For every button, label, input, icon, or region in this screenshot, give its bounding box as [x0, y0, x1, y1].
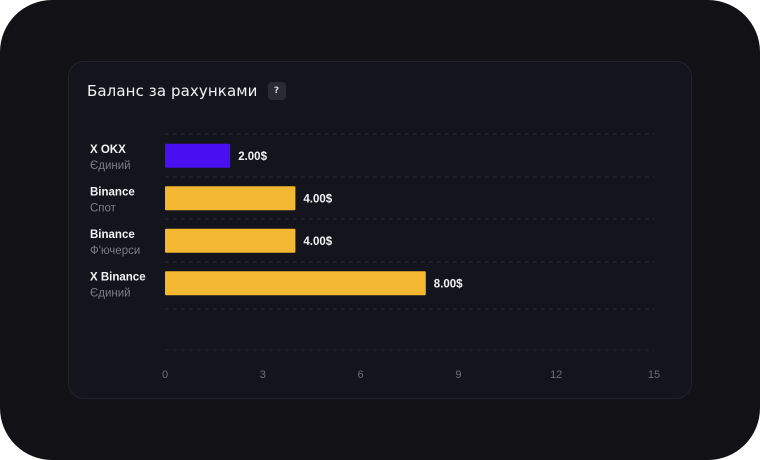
category-label: Binance — [90, 186, 135, 198]
x-tick-label: 6 — [358, 369, 364, 381]
x-tick-label: 3 — [260, 369, 266, 381]
account-balance-card: Баланс за рахунками ? X OKX Єдиний 2.00$ Bi… — [68, 61, 692, 399]
category-label: Binance — [90, 229, 135, 241]
bar — [165, 228, 296, 253]
card-title: Баланс за рахунками — [87, 82, 258, 100]
bar — [165, 186, 296, 211]
category-label: X Binance — [90, 271, 146, 283]
balance-bar-chart: X OKX Єдиний 2.00$ Binance Спот 4.00$ Binance Ф… — [90, 133, 660, 381]
help-icon[interactable]: ? — [267, 82, 286, 100]
value-label: 8.00$ — [434, 278, 463, 290]
card-header: Баланс за рахунками ? — [87, 82, 286, 100]
x-tick-label: 9 — [455, 369, 461, 381]
value-label: 4.00$ — [303, 236, 332, 248]
value-label: 2.00$ — [238, 151, 267, 163]
x-tick-label: 0 — [162, 369, 168, 381]
value-label: 4.00$ — [303, 193, 332, 205]
bar — [165, 143, 231, 168]
category-sublabel: Єдиний — [90, 160, 131, 172]
bar — [165, 271, 426, 296]
x-tick-label: 15 — [648, 369, 660, 381]
category-label: X OKX — [90, 144, 126, 156]
category-sublabel: Спот — [90, 202, 117, 214]
x-tick-label: 12 — [550, 369, 562, 381]
category-sublabel: Єдиний — [90, 287, 131, 299]
category-sublabel: Ф'ючерси — [90, 245, 140, 257]
